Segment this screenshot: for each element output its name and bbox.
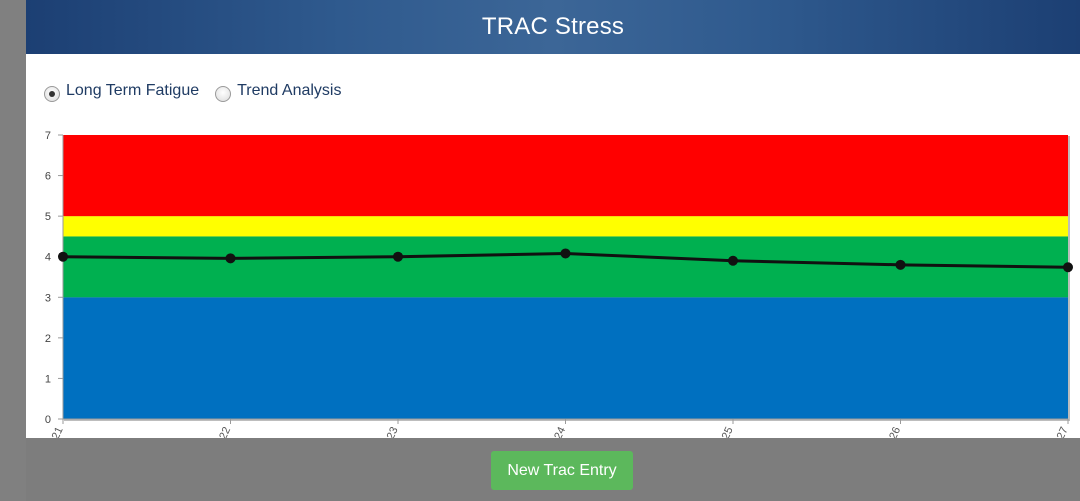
x-tick-label: Oct 23 [376, 425, 401, 438]
panel-header: TRAC Stress [26, 0, 1080, 54]
radio-trend-analysis[interactable]: Trend Analysis [215, 80, 341, 102]
y-tick-label: 2 [45, 333, 51, 345]
stress-band-0 [63, 297, 1068, 419]
data-point [1063, 262, 1073, 273]
new-trac-entry-button[interactable]: New Trac Entry [491, 451, 633, 490]
y-tick-label: 1 [45, 373, 51, 385]
y-tick-label: 6 [45, 171, 51, 183]
radio-selected-icon[interactable] [44, 86, 60, 102]
x-tick-label: Oct 25 [711, 425, 736, 438]
data-point [895, 259, 906, 270]
page-title: TRAC Stress [481, 13, 625, 40]
y-tick-label: 5 [45, 211, 51, 223]
y-tick-label: 3 [45, 292, 51, 304]
stress-chart-container: 0 1 2 3 4 5 6 7 Oct 21 Oct 22 Oct 23 Oct 24 Oct 25 Oc… [26, 120, 1080, 460]
trac-stress-panel: TRAC Stress Long Term Fatigue Trend Anal… [26, 0, 1080, 460]
footer-bar: New Trac Entry [26, 438, 1080, 501]
stress-line-chart: 0 1 2 3 4 5 6 7 Oct 21 Oct 22 Oct 23 Oct 24 Oct 25 Oc… [41, 130, 1073, 460]
stress-band-2 [63, 216, 1068, 237]
stress-band-3 [63, 135, 1068, 217]
data-point [225, 253, 236, 264]
left-edge-strip [0, 0, 26, 501]
data-point [728, 255, 738, 266]
radio-label-trend-analysis: Trend Analysis [237, 82, 342, 99]
radio-long-term-fatigue[interactable]: Long Term Fatigue [44, 80, 199, 102]
x-tick-label: Oct 27 [1046, 425, 1071, 438]
y-tick-label: 0 [45, 414, 51, 426]
y-tick-label: 4 [45, 252, 51, 264]
data-point [560, 248, 571, 259]
x-tick-label: Oct 21 [41, 425, 66, 438]
data-point [58, 251, 68, 262]
stress-band-1 [63, 236, 1068, 298]
x-tick-label: Oct 26 [879, 425, 904, 438]
radio-label-long-term-fatigue: Long Term Fatigue [66, 82, 200, 99]
radio-unselected-icon[interactable] [215, 86, 232, 102]
x-tick-label: Oct 22 [209, 425, 234, 438]
data-point [393, 251, 403, 262]
y-tick-label: 7 [45, 130, 51, 142]
view-mode-radio-group: Long Term Fatigue Trend Analysis [44, 80, 357, 102]
x-tick-label: Oct 24 [544, 425, 569, 438]
